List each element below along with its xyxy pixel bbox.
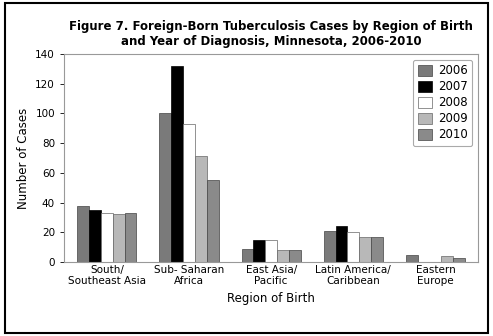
Bar <box>348 232 359 262</box>
Bar <box>125 213 137 262</box>
Bar <box>406 255 418 262</box>
Bar <box>441 256 453 262</box>
Bar <box>101 213 113 262</box>
Bar <box>183 124 195 262</box>
Bar <box>253 240 265 262</box>
Bar <box>77 206 89 262</box>
Bar <box>171 66 183 262</box>
Bar <box>265 240 277 262</box>
X-axis label: Region of Birth: Region of Birth <box>227 292 315 305</box>
Bar <box>207 180 218 262</box>
Bar <box>195 157 207 262</box>
Bar <box>159 113 171 262</box>
Bar <box>242 249 253 262</box>
Bar <box>289 250 301 262</box>
Bar <box>277 250 289 262</box>
Bar <box>113 214 125 262</box>
Bar <box>371 237 383 262</box>
Bar <box>359 237 371 262</box>
Title: Figure 7. Foreign-Born Tuberculosis Cases by Region of Birth
and Year of Diagnos: Figure 7. Foreign-Born Tuberculosis Case… <box>69 20 473 48</box>
Legend: 2006, 2007, 2008, 2009, 2010: 2006, 2007, 2008, 2009, 2010 <box>413 60 472 146</box>
Y-axis label: Number of Cases: Number of Cases <box>17 107 30 209</box>
Bar <box>89 210 101 262</box>
Bar <box>336 226 348 262</box>
Bar <box>453 258 465 262</box>
Bar <box>324 231 336 262</box>
